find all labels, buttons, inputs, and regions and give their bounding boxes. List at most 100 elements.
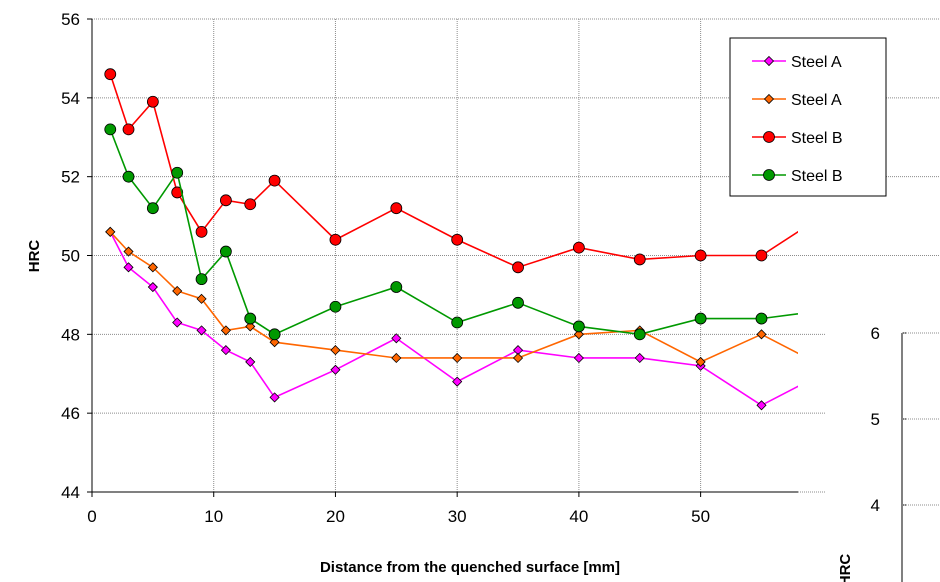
data-point [572,241,585,254]
data-point [147,262,158,273]
data-point [122,123,135,136]
series-lines [104,68,889,411]
data-point [244,312,257,325]
secondary-y-tick-label: 6 [871,324,880,343]
data-point [268,328,281,341]
data-point [244,198,257,211]
secondary-chart: 6 5 4 HRC [826,302,940,582]
data-point [452,376,463,387]
secondary-y-tick-label: 5 [871,410,880,429]
data-point [122,170,135,183]
data-point [878,246,889,257]
data-point [818,369,827,378]
data-point [755,249,768,262]
data-point [633,328,646,341]
data-point [512,352,524,364]
data-point [818,361,827,370]
data-point [245,356,256,367]
data-point [330,345,341,356]
data-point [123,246,134,257]
x-tick-label: 30 [448,507,467,526]
legend-marker [763,131,775,143]
series-line [109,231,798,363]
y-tick-labels: 44 46 48 50 52 54 56 [61,10,80,502]
data-point [695,356,706,367]
x-tick-labels: 0 10 20 30 40 50 [87,507,710,526]
y-tick-label: 46 [61,404,80,423]
legend-item: Steel B [752,168,843,185]
legend-item: Steel A [752,54,842,71]
data-point [172,317,183,328]
data-point [756,400,767,411]
data-point [633,253,646,266]
data-point [329,300,342,313]
y-tick-label: 54 [61,89,80,108]
data-point [195,273,208,286]
data-point [512,261,524,274]
legend-label: Steel B [791,168,843,185]
series-1 [105,226,827,411]
data-point [390,202,403,215]
legend-marker [763,93,775,105]
legend-item: Steel B [752,130,843,147]
legend-box [729,37,887,197]
data-point [817,211,828,222]
data-point [452,352,463,364]
legend: Steel A Steel A Steel B Steel B [729,37,887,197]
y-tick-label: 48 [61,325,80,344]
data-point [391,333,402,344]
secondary-y-axis-title: HRC [837,554,854,582]
legend-marker [763,169,775,181]
data-point [694,312,707,325]
data-point [172,285,183,297]
data-point [196,293,207,304]
data-point [196,325,207,336]
data-point [329,233,342,246]
y-axis-title: HRC [26,240,43,273]
data-point [573,329,584,340]
y-tick-label: 50 [61,247,80,266]
data-point [245,321,256,332]
data-point [756,329,767,340]
data-point [391,352,402,364]
data-point [147,281,158,293]
secondary-chart-mask [826,302,940,582]
data-point [694,249,707,262]
data-point [219,194,232,207]
data-point [330,364,341,375]
data-point [269,392,280,403]
data-point [220,345,231,356]
y-tick-label: 56 [61,10,80,29]
secondary-y-tick-label: 4 [871,496,880,515]
y-tick-label: 44 [61,483,80,502]
x-tick-label: 0 [87,507,96,526]
series-line [109,129,798,336]
data-point [171,186,184,199]
data-point [146,202,159,215]
axes [87,18,798,497]
data-point [269,337,280,348]
data-point [123,262,134,273]
x-tick-label: 10 [204,507,223,526]
data-point [195,225,208,238]
data-point [512,296,524,309]
data-point [219,245,232,258]
series-2 [105,226,827,370]
series-4 [104,123,798,341]
data-point [755,312,768,325]
y-tick-label: 52 [61,168,80,187]
data-point [104,68,117,81]
legend-label: Steel A [791,54,842,71]
x-tick-label: 50 [691,507,710,526]
x-axis-title: Distance from the quenched surface [mm] [320,559,620,576]
data-point [573,352,584,364]
legend-label: Steel A [791,92,842,109]
data-point [220,325,231,336]
x-tick-label: 20 [326,507,345,526]
data-point [146,95,159,108]
data-point [268,174,281,187]
legend-marker [763,55,775,67]
x-tick-label: 40 [569,507,588,526]
legend-label: Steel B [791,130,843,147]
